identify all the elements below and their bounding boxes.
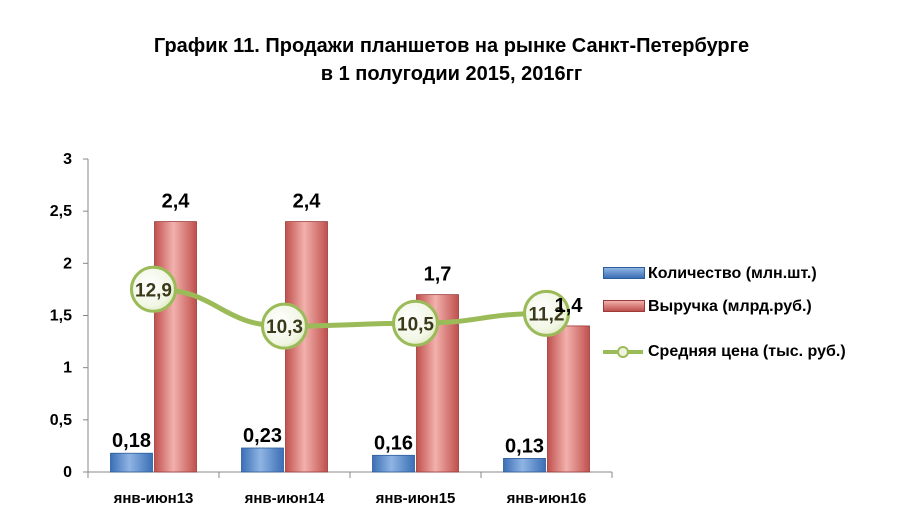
bar-revenue [154,221,197,473]
data-label-price: 11,2 [529,304,565,325]
y-tick-label: 0,5 [50,412,72,429]
chart-price-line: 12,9 10,3 10,5 11,2 [130,265,570,350]
price-marker [130,265,177,313]
data-label-price: 10,5 [397,314,434,335]
y-tick-label: 0 [63,464,72,481]
legend-item-quantity: Количество (млн.шт.) [603,262,893,285]
legend-item-revenue: Выручка (млрд.руб.) [603,295,893,318]
y-tick-label: 1,5 [50,308,72,325]
price-marker [523,289,570,337]
chart-title-line1: График 11. Продажи планшетов на рынке Са… [153,35,750,57]
price-marker [392,299,439,347]
bar-revenue [547,325,590,473]
bar-quantity [110,452,153,473]
data-label-revenue: 1,4 [555,295,584,317]
bar-quantity [372,454,415,473]
data-label-quantity: 0,16 [374,432,413,454]
data-label-price: 10,3 [266,317,303,338]
x-tick-label: янв-июн13 [114,490,194,507]
price-marker [261,302,308,350]
legend-item-price: Средняя цена (тыс. руб.) [603,340,893,363]
data-label-price: 12,9 [135,280,172,301]
y-tick-label: 2 [63,255,72,272]
data-label-quantity: 0,23 [243,425,282,447]
chart-legend: Количество (млн.шт.) Выручка (млрд.руб.)… [603,262,893,363]
y-tick-label: 2,5 [50,203,72,220]
chart-title: График 11. Продажи планшетов на рынке Са… [0,32,903,88]
legend-label-quantity: Количество (млн.шт.) [648,265,817,282]
x-tick-label: янв-июн15 [376,490,456,507]
data-label-quantity: 0,13 [505,435,544,457]
x-tick-label: янв-июн14 [245,490,325,507]
data-label-revenue: 2,4 [162,191,191,213]
y-tick-label: 3 [63,151,72,168]
legend-label-revenue: Выручка (млрд.руб.) [648,298,812,315]
legend-swatch-revenue [603,300,645,312]
legend-swatch-quantity [603,267,645,279]
bar-quantity [503,458,546,473]
legend-swatch-price [603,346,643,358]
data-label-quantity: 0,18 [112,430,151,452]
data-label-revenue: 1,7 [424,264,452,286]
y-tick-label: 1 [63,360,72,377]
legend-label-price: Средняя цена (тыс. руб.) [648,343,846,360]
chart-title-line2: в 1 полугодии 2015, 2016гг [320,63,583,85]
bar-quantity [241,447,284,473]
x-tick-label: янв-июн16 [507,490,587,507]
data-label-revenue: 2,4 [293,191,322,213]
price-line-path [151,286,549,329]
chart-data-labels: 0,18 2,4 0,23 2,4 0,16 1,7 0,13 1,4 [112,191,583,458]
